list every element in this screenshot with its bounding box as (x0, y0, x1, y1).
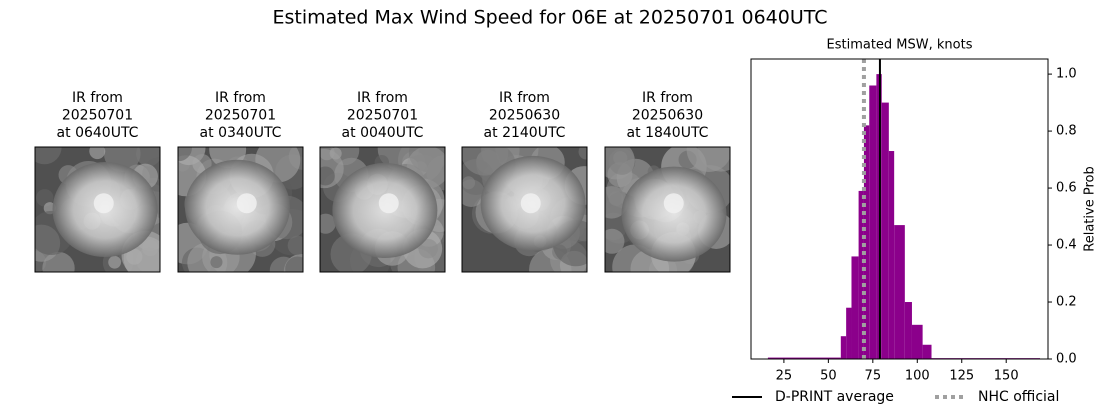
panel-title: at 0640UTC (57, 125, 139, 141)
image-frame (177, 146, 304, 273)
plot-frame (750, 58, 1049, 360)
panel-title: 20250701 (205, 108, 276, 124)
bar (922, 344, 932, 359)
ir-image (319, 146, 446, 273)
panel-title: IR from (72, 90, 123, 106)
panel-title: 20250630 (489, 108, 560, 124)
legend-label: NHC official (978, 389, 1059, 405)
ir-image (461, 146, 588, 273)
cloud-patch (320, 166, 335, 186)
ir-content (462, 147, 587, 272)
bar (851, 256, 859, 359)
cloud-patch (462, 147, 509, 176)
x-tick-label: 50 (820, 369, 837, 384)
ir-content (178, 147, 303, 272)
cloud-patch (418, 238, 438, 259)
x-tick-label: 100 (905, 369, 930, 384)
y-axis-label: Relative Prob (1083, 166, 1098, 251)
storm-eye (236, 193, 257, 214)
cloud-patch (108, 255, 121, 269)
panel-title: IR from (642, 90, 693, 106)
y-tick-label: 0.6 (1056, 181, 1077, 196)
ir-content (35, 147, 160, 272)
ir-content (320, 147, 445, 272)
storm-core (184, 159, 290, 255)
panel-title: IR from (499, 90, 550, 106)
image-frame (604, 146, 731, 273)
figure-title: Estimated Max Wind Speed for 06E at 2025… (272, 7, 827, 29)
bar (881, 102, 889, 359)
y-tick-label: 0.0 (1056, 352, 1077, 367)
cloud-patch (697, 147, 730, 172)
x-tick-label: 150 (994, 369, 1019, 384)
x-tick-label: 75 (865, 369, 882, 384)
cloud-patch (578, 147, 587, 160)
storm-eye (663, 193, 684, 214)
ir-image (34, 146, 161, 273)
bar (767, 357, 841, 359)
chart-title: Estimated MSW, knots (827, 38, 973, 53)
image-frame (319, 146, 446, 273)
ir-image (604, 146, 731, 273)
ir-image (177, 146, 304, 273)
cloud-patch (210, 256, 223, 269)
cloud-patch (285, 256, 303, 272)
y-tick-label: 0.2 (1056, 295, 1077, 310)
legend-label: D-PRINT average (775, 389, 894, 405)
y-tick-label: 1.0 (1056, 67, 1077, 82)
cloud-patch (605, 147, 635, 180)
bar (840, 336, 847, 359)
image-frame (34, 146, 161, 273)
storm-eye (378, 193, 399, 214)
panel-title: 20250630 (632, 108, 703, 124)
panel-title: at 0040UTC (342, 125, 424, 141)
bar (869, 85, 877, 359)
cloud-patch (605, 228, 625, 254)
storm-core (621, 166, 727, 262)
panel-title: 20250701 (347, 108, 418, 124)
ir-content (605, 147, 730, 272)
x-tick-label: 25 (776, 369, 793, 384)
panel-title: at 0340UTC (200, 125, 282, 141)
cloud-patch (89, 147, 106, 160)
x-tick-label: 125 (949, 369, 974, 384)
cloud-patch (178, 147, 192, 162)
cloud-patch (320, 213, 336, 234)
bar (846, 307, 852, 359)
bar (858, 190, 864, 359)
panel-title: at 1840UTC (627, 125, 709, 141)
bar (894, 225, 905, 359)
cloud-patch (35, 147, 62, 165)
storm-eye (93, 193, 114, 214)
bar (863, 125, 870, 359)
panel-title: 20250701 (62, 108, 133, 124)
panel-title: IR from (357, 90, 408, 106)
panel-title: IR from (215, 90, 266, 106)
panel-title: at 2140UTC (484, 125, 566, 141)
bar (888, 151, 895, 359)
cloud-patch (287, 235, 303, 256)
bar (911, 324, 923, 359)
storm-eye (520, 193, 541, 214)
bar (904, 302, 912, 359)
image-frame (461, 146, 588, 273)
y-tick-label: 0.4 (1056, 238, 1077, 253)
y-tick-label: 0.8 (1056, 124, 1077, 139)
